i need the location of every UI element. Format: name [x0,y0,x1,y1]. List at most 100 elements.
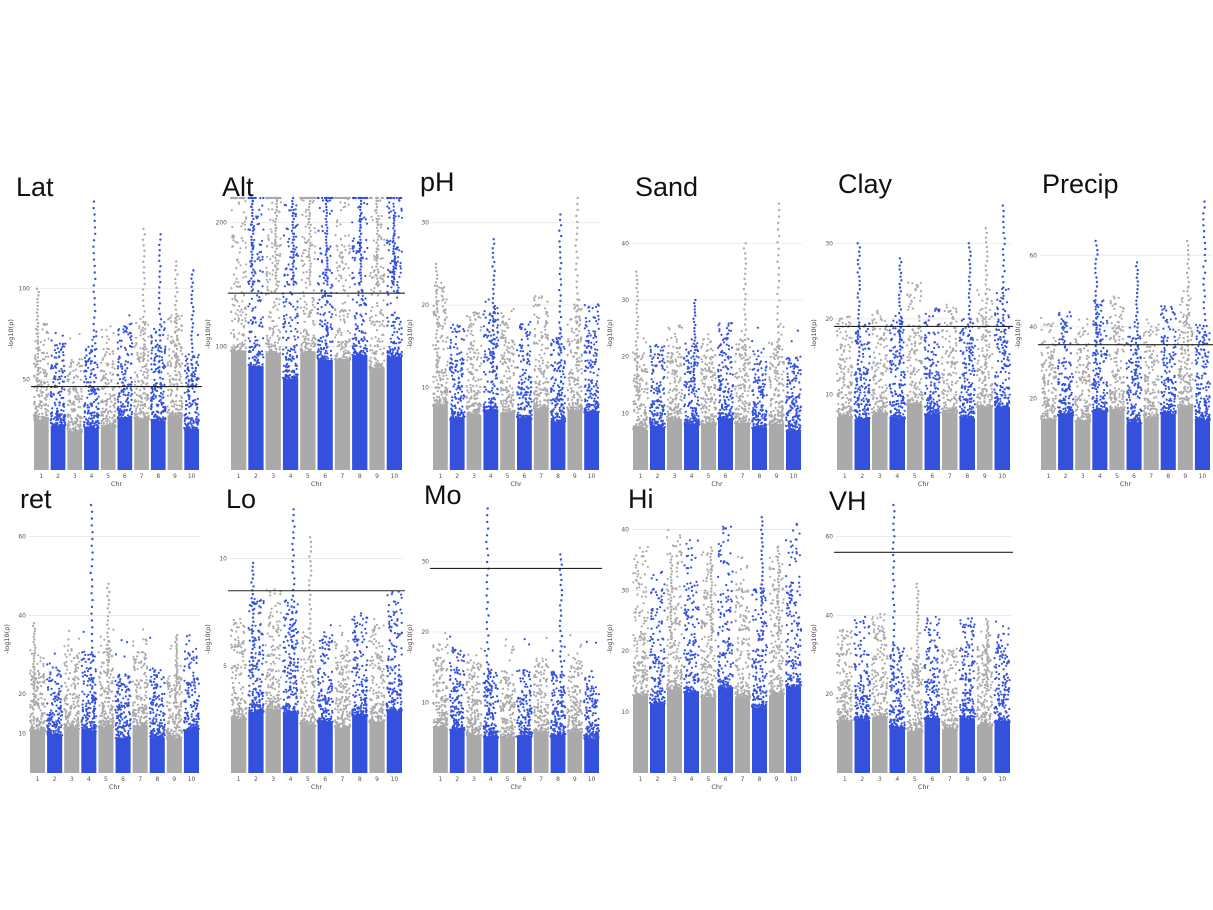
x-tick-hi-6: 6 [724,776,728,783]
peak-lat-chr8 [158,233,163,389]
panel-title-ph: pH [420,167,455,197]
x-tick-ret-2: 2 [53,776,57,783]
chr-8-points-ph [550,329,567,471]
chr-6-points-ph [516,321,533,470]
y-tick-sand-3: 40 [621,240,629,247]
chr-2-points-alt [247,197,264,470]
chr-9-points-clay [976,289,994,471]
x-tick-lo-1: 1 [237,776,241,783]
x-tick-precip-8: 8 [1166,473,1170,480]
x-tick-clay-2: 2 [860,473,864,480]
x-tick-lo-10: 10 [391,776,399,783]
chr-10-points-ret [183,634,200,773]
panel-title-clay: Clay [838,169,893,199]
chr-7-points-ret [132,628,149,773]
x-tick-mo-7: 7 [539,776,543,783]
peak-ret-chr4 [90,504,94,704]
chr-10-points-alt [386,197,403,470]
chr-2-points-lat [50,332,67,470]
y-tick-precip-0: 20 [1029,395,1037,402]
y-tick-ph-0: 10 [421,385,429,392]
y-axis-label-vh: -log10(p) [810,624,818,654]
chr-8-points-lat [150,321,167,470]
x-tick-mo-5: 5 [506,776,510,783]
chr-8-points-ret [149,637,166,773]
x-tick-alt-10: 10 [391,473,399,480]
chr-9-points-ret [166,645,183,773]
chr-8-points-precip [1160,305,1177,470]
chr-9-points-lat [167,314,184,470]
chr-10-points-mo [583,641,600,773]
chr-1-points-alt [230,197,247,470]
x-tick-sand-3: 3 [673,473,677,480]
chr-9-points-vh [976,630,994,773]
x-tick-lo-8: 8 [358,776,362,783]
chr-3-points-vh [871,613,889,773]
x-tick-precip-3: 3 [1081,473,1085,480]
x-tick-lat-4: 4 [90,473,94,480]
x-axis-label-alt: Chr [311,480,323,488]
chr-2-points-hi [649,571,666,773]
x-tick-ret-4: 4 [87,776,91,783]
peak-alt-chr6 [324,197,328,286]
chr-5-points-vh [906,632,923,773]
y-tick-vh-2: 60 [825,534,833,541]
x-tick-clay-8: 8 [965,473,969,480]
x-tick-lat-2: 2 [56,473,60,480]
x-tick-sand-1: 1 [639,473,643,480]
x-axis-label-hi: Chr [711,783,723,791]
chr-8-points-sand [751,327,768,470]
chr-10-points-precip [1194,324,1211,470]
chr-9-points-precip [1177,287,1194,470]
chr-7-points-precip [1143,319,1160,471]
chr-3-points-lo [265,588,283,773]
x-tick-hi-5: 5 [707,776,711,783]
chr-8-points-vh [958,617,976,773]
y-tick-ph-1: 20 [421,302,429,309]
x-tick-vh-7: 7 [948,776,952,783]
chr-7-points-lo [334,625,351,773]
x-tick-mo-9: 9 [573,776,577,783]
chr-8-points-clay [958,318,976,470]
y-tick-lat-0: 50 [22,376,30,383]
x-tick-clay-6: 6 [930,473,934,480]
x-tick-alt-8: 8 [358,473,362,480]
x-tick-mo-8: 8 [556,776,560,783]
chr-5-points-ph [499,308,516,470]
x-tick-hi-1: 1 [639,776,643,783]
x-tick-ph-3: 3 [472,473,476,480]
panel-title-vh: VH [829,486,867,516]
x-tick-precip-4: 4 [1098,473,1102,480]
chr-6-points-mo [516,638,533,773]
x-tick-precip-10: 10 [1199,473,1207,480]
x-tick-lat-8: 8 [156,473,160,480]
x-tick-mo-2: 2 [455,776,459,783]
chr-7-points-hi [734,556,751,773]
y-tick-ret-1: 20 [18,691,26,698]
chr-1-points-sand [632,337,649,470]
y-tick-sand-0: 10 [621,410,629,417]
peak-lo-chr2 [250,562,255,678]
peak-clay-chr9 [985,227,989,365]
y-tick-vh-0: 20 [825,691,833,698]
y-tick-hi-1: 20 [621,648,629,655]
chr-1-points-clay [836,316,853,471]
x-tick-lat-7: 7 [140,473,144,480]
x-tick-ret-6: 6 [121,776,125,783]
chr-4-points-ret [81,631,98,773]
x-tick-vh-2: 2 [860,776,864,783]
chr-4-points-sand [683,338,700,470]
chr-6-points-ret [114,639,131,773]
y-axis-label-alt: -log10(p) [204,319,212,349]
y-axis-label-ph: -log10(p) [406,319,414,349]
x-axis-label-vh: Chr [918,783,930,791]
chr-4-points-ph [482,298,499,470]
x-tick-hi-3: 3 [673,776,677,783]
chr-5-points-lo [299,628,316,773]
x-axis-label-sand: Chr [711,480,723,488]
